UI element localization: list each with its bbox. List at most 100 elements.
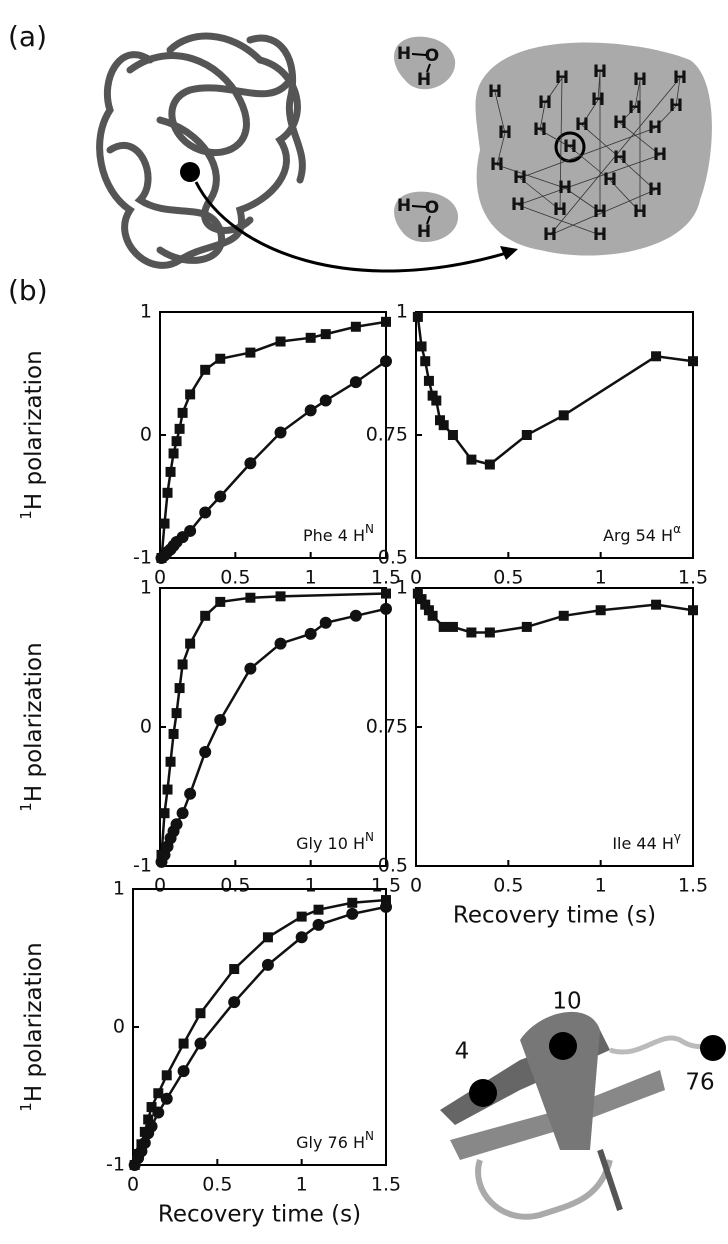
coupling-arrow bbox=[634, 79, 641, 109]
data-point bbox=[178, 1038, 189, 1049]
x-tick-label: 0 bbox=[410, 567, 422, 589]
water-blob bbox=[394, 191, 459, 243]
fit-line bbox=[160, 607, 387, 863]
data-point bbox=[423, 605, 434, 616]
proton-label: H bbox=[538, 93, 552, 113]
fit-line bbox=[160, 592, 387, 855]
y-tick-label: 1 bbox=[113, 878, 125, 900]
protein-backbone bbox=[96, 32, 306, 269]
data-point bbox=[159, 808, 170, 819]
data-point bbox=[350, 321, 361, 332]
annotation-text: Gly 76 H bbox=[296, 1133, 365, 1152]
data-point bbox=[176, 807, 189, 820]
proton-label: H bbox=[648, 180, 662, 200]
data-point bbox=[312, 918, 325, 931]
data-point bbox=[521, 430, 532, 440]
data-point bbox=[688, 356, 698, 367]
data-point bbox=[195, 1008, 206, 1019]
panel-annotation: Ile 44 Hγ bbox=[612, 830, 681, 853]
data-point bbox=[427, 610, 438, 621]
y-tick-label: -1 bbox=[106, 1154, 125, 1176]
data-point bbox=[177, 1065, 190, 1078]
atom-label: H bbox=[397, 44, 411, 64]
coupling-arrow bbox=[559, 77, 563, 211]
coupling-arrow bbox=[609, 179, 641, 213]
data-point bbox=[174, 683, 185, 694]
y-tick-label: 0 bbox=[113, 1016, 125, 1038]
coupling-arrow bbox=[539, 129, 571, 148]
data-point bbox=[262, 932, 273, 943]
x-tick-label: 1 bbox=[595, 567, 607, 589]
data-point bbox=[165, 466, 176, 477]
bond bbox=[426, 63, 431, 73]
x-tick-label: 0 bbox=[127, 1174, 139, 1196]
y-tick-label: 1 bbox=[140, 577, 152, 599]
data-point bbox=[170, 818, 183, 831]
proton-label: H bbox=[633, 202, 647, 222]
proton-label: H bbox=[648, 118, 662, 138]
y-tick-label: 0.5 bbox=[378, 855, 408, 877]
proton-label: H bbox=[488, 82, 502, 102]
x-tick-label: 1.5 bbox=[678, 875, 708, 897]
arrow bbox=[194, 181, 511, 273]
residue-label: 76 bbox=[685, 1070, 714, 1096]
proton-label: H bbox=[593, 62, 607, 82]
x-tick-label: 1 bbox=[305, 875, 317, 897]
atom-label: H bbox=[417, 222, 431, 242]
arrow-head bbox=[500, 246, 518, 260]
data-point bbox=[319, 394, 332, 407]
data-point bbox=[184, 787, 197, 800]
axis-label-text: H polarization bbox=[21, 942, 47, 1102]
x-tick-label: 0 bbox=[410, 875, 422, 897]
data-point bbox=[651, 599, 662, 610]
data-point bbox=[412, 588, 423, 599]
y-tick-label: 1 bbox=[140, 301, 152, 323]
data-point bbox=[420, 356, 431, 367]
data-point bbox=[416, 341, 427, 352]
proton-label: H bbox=[633, 70, 647, 90]
data-point bbox=[199, 746, 212, 759]
panel-annotation: Gly 76 HN bbox=[296, 1129, 374, 1152]
data-point bbox=[168, 448, 179, 459]
proton-label: H bbox=[628, 98, 642, 118]
y-axis-label: 1H polarization bbox=[17, 642, 47, 811]
data-point bbox=[171, 436, 182, 447]
x-tick-label: 0.5 bbox=[493, 567, 523, 589]
data-point bbox=[380, 900, 392, 913]
proton-label: H bbox=[563, 137, 577, 157]
x-tick-label: 0.5 bbox=[220, 567, 250, 589]
data-point bbox=[177, 659, 188, 670]
data-point bbox=[320, 329, 331, 340]
water-blob bbox=[394, 36, 456, 90]
coupling-arrow bbox=[517, 204, 601, 236]
data-point bbox=[214, 714, 227, 727]
coupling-arrow bbox=[494, 91, 506, 134]
data-point bbox=[200, 364, 211, 375]
data-point bbox=[162, 784, 173, 795]
data-point bbox=[159, 518, 170, 529]
atom-label: H bbox=[397, 196, 411, 216]
proton-label: H bbox=[593, 225, 607, 245]
proton-marker bbox=[180, 162, 200, 182]
circled-proton bbox=[554, 131, 586, 163]
coupling-arrow bbox=[581, 99, 599, 126]
y-tick-label: 0 bbox=[140, 424, 152, 446]
data-point bbox=[138, 1136, 151, 1149]
data-point bbox=[595, 605, 606, 616]
data-point bbox=[274, 426, 287, 439]
coupling-arrow bbox=[564, 187, 601, 213]
data-point bbox=[349, 376, 362, 389]
data-point bbox=[380, 602, 392, 615]
data-point bbox=[275, 591, 286, 602]
data-point bbox=[184, 524, 197, 537]
proton-label: H bbox=[511, 195, 525, 215]
data-point bbox=[381, 588, 391, 599]
axis-label-text: H polarization bbox=[21, 642, 47, 802]
data-point bbox=[244, 457, 257, 470]
data-point bbox=[245, 592, 256, 603]
data-point bbox=[431, 395, 442, 406]
coupling-arrow bbox=[517, 154, 661, 206]
data-point bbox=[447, 621, 458, 632]
residue-label: 4 bbox=[455, 1039, 470, 1065]
